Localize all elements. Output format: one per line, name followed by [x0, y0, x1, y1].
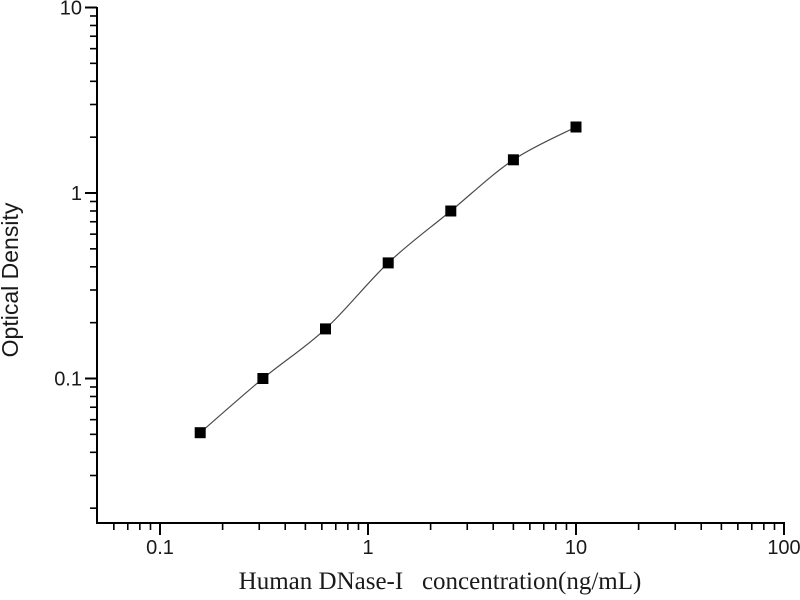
y-tick-label: 1: [71, 183, 82, 205]
data-point-marker: [382, 257, 394, 269]
series-layer: [194, 121, 582, 439]
y-tick-label: 0.1: [54, 369, 82, 391]
y-axis-title: Optical Density: [0, 202, 23, 357]
data-point-marker: [445, 205, 457, 217]
data-point-marker: [320, 323, 331, 335]
axes-layer: 10 1 0.1 0.1 1 10 100: [54, 0, 800, 559]
standard-curve-line: [199, 126, 577, 434]
data-point-marker: [194, 427, 206, 439]
x-tick-label: 1: [362, 537, 373, 559]
x-tick-label: 100: [767, 537, 800, 559]
x-tick-label: 10: [565, 537, 587, 559]
x-axis-title: Human DNase-I concentration(ng/mL): [239, 568, 642, 595]
data-point-marker: [507, 154, 519, 166]
data-point-marker: [570, 121, 582, 133]
x-tick-label: 0.1: [146, 537, 174, 559]
y-tick-label: 10: [60, 0, 82, 20]
data-point-marker: [257, 373, 269, 384]
